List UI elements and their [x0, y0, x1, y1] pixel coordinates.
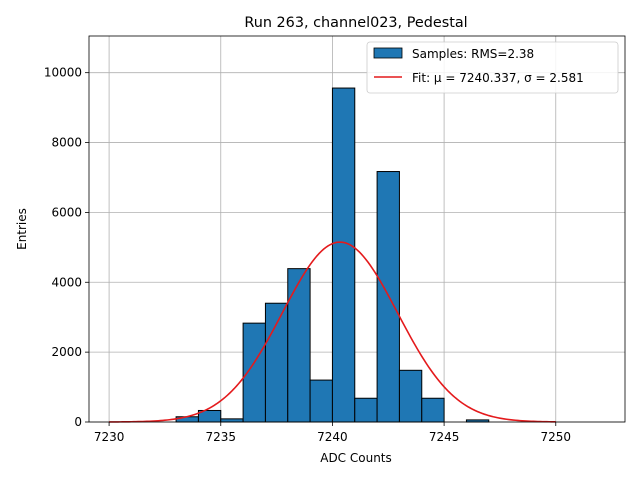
x-tick-label: 7245 — [429, 430, 460, 444]
y-tick-label: 2000 — [51, 345, 82, 359]
histogram-bar — [398, 369, 423, 423]
histogram-bar — [264, 302, 289, 423]
legend-box — [366, 41, 619, 94]
x-tick-label: 7240 — [317, 430, 348, 444]
legend-label-samples: Samples: RMS=2.38 — [412, 47, 534, 61]
legend: Samples: RMS=2.38 Fit: μ = 7240.337, σ =… — [366, 41, 619, 94]
y-tick-label: 10000 — [44, 66, 82, 80]
histogram-bar — [331, 87, 356, 423]
y-tick-label: 8000 — [51, 136, 82, 150]
plot-frame — [88, 35, 626, 423]
y-tick-label: 4000 — [51, 275, 82, 289]
histogram-bar — [309, 379, 333, 423]
x-axis-ticks: 7230 7235 7240 7245 7250 — [94, 422, 571, 444]
histogram-bar — [421, 397, 445, 423]
histogram-bars — [175, 87, 490, 423]
y-tick-label: 6000 — [51, 205, 82, 219]
y-axis-ticks: 0 2000 4000 6000 8000 10000 — [44, 66, 89, 429]
chart-title: Run 263, channel023, Pedestal — [244, 15, 467, 31]
gaussian-fit-line — [109, 241, 556, 423]
x-tick-label: 7230 — [94, 430, 125, 444]
x-tick-label: 7250 — [540, 430, 571, 444]
y-tick-label: 0 — [74, 415, 82, 429]
y-axis-label: Entries — [15, 208, 29, 250]
histogram-bar — [354, 397, 378, 423]
x-tick-label: 7235 — [205, 430, 236, 444]
legend-swatch-samples — [373, 47, 403, 59]
histogram-bar — [220, 418, 244, 423]
x-axis-label: ADC Counts — [320, 451, 392, 465]
histogram-bar — [287, 268, 311, 423]
legend-label-fit: Fit: μ = 7240.337, σ = 2.581 — [412, 71, 584, 85]
grid-lines — [89, 36, 625, 423]
